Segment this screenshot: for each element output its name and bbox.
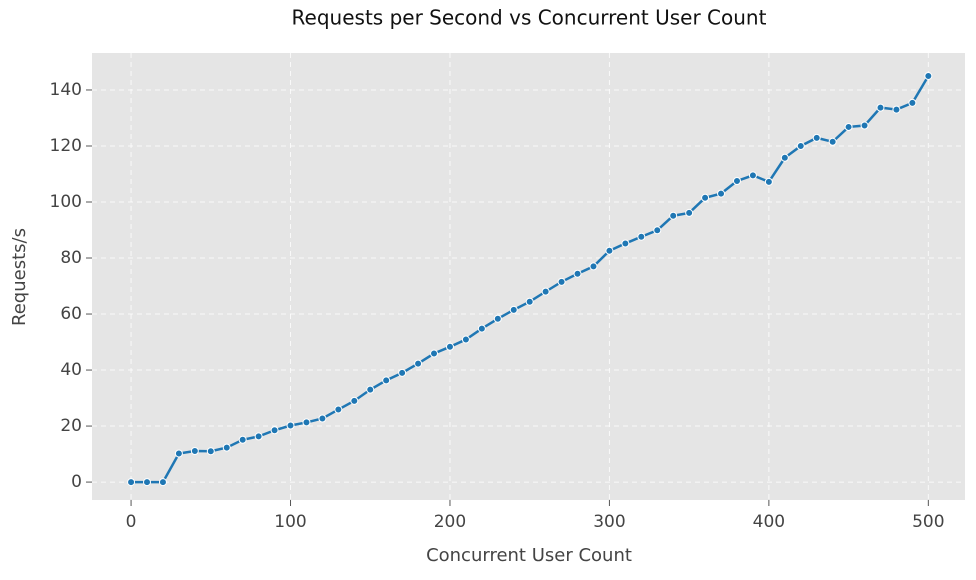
y-tick-label: 40 (60, 360, 82, 380)
point (908, 98, 917, 107)
point (158, 478, 167, 487)
point (732, 176, 741, 185)
point (780, 153, 789, 162)
point (764, 177, 773, 186)
point (701, 193, 710, 202)
x-axis-label: Concurrent User Count (426, 545, 632, 566)
point (302, 418, 311, 427)
y-tick-label: 80 (60, 248, 82, 268)
point (430, 349, 439, 358)
point (876, 103, 885, 112)
point (254, 432, 263, 441)
point (924, 71, 933, 80)
point (445, 342, 454, 351)
point (414, 359, 423, 368)
point (860, 121, 869, 130)
point (717, 189, 726, 198)
y-tick-label: 120 (50, 136, 82, 156)
chart-title: Requests per Second vs Concurrent User C… (292, 6, 767, 30)
point (398, 368, 407, 377)
point (828, 137, 837, 146)
point (382, 376, 391, 385)
y-tick-label: 20 (60, 416, 82, 436)
point (350, 396, 359, 405)
point (238, 435, 247, 444)
point (573, 269, 582, 278)
point (366, 385, 375, 394)
point (493, 314, 502, 323)
point (541, 287, 550, 296)
point (190, 446, 199, 455)
point (286, 421, 295, 430)
point (685, 208, 694, 217)
point (143, 478, 152, 487)
point (589, 262, 598, 271)
y-tick-label: 60 (60, 304, 82, 324)
y-axis-label: Requests/s (9, 228, 30, 326)
plot-area (92, 53, 965, 500)
point (844, 122, 853, 131)
point (525, 297, 534, 306)
x-tick-label: 300 (593, 512, 625, 532)
point (174, 449, 183, 458)
point (812, 133, 821, 142)
point (748, 171, 757, 180)
point (334, 405, 343, 414)
y-tick-label: 0 (71, 472, 82, 492)
x-tick-label: 400 (753, 512, 785, 532)
point (127, 478, 136, 487)
point (621, 239, 630, 248)
x-tick-label: 100 (274, 512, 306, 532)
x-tick-label: 500 (912, 512, 944, 532)
point (270, 426, 279, 435)
point (796, 141, 805, 150)
x-tick-label: 200 (434, 512, 466, 532)
point (222, 443, 231, 452)
point (318, 414, 327, 423)
point (892, 105, 901, 114)
x-tick-label: 0 (126, 512, 137, 532)
point (477, 324, 486, 333)
point (605, 246, 614, 255)
point (206, 447, 215, 456)
y-tick-label: 100 (50, 192, 82, 212)
point (509, 305, 518, 314)
point (653, 226, 662, 235)
point (637, 232, 646, 241)
point (669, 211, 678, 220)
point (461, 335, 470, 344)
point (557, 277, 566, 286)
y-tick-label: 140 (50, 80, 82, 100)
